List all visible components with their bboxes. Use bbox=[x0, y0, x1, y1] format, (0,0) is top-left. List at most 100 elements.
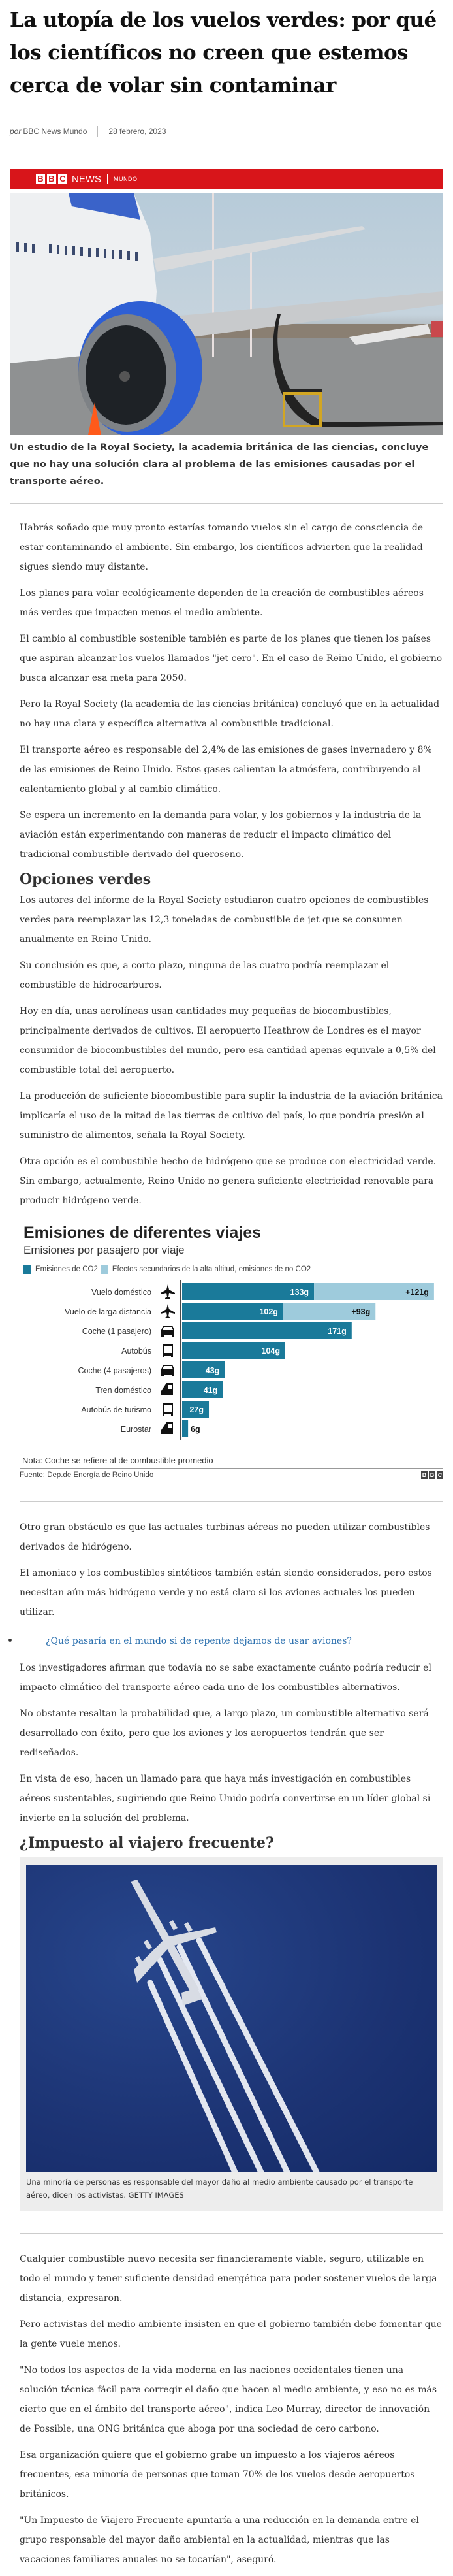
paragraph: Su conclusión es que, a corto plazo, nin… bbox=[20, 960, 390, 990]
bbc-logo-letter: B bbox=[421, 1471, 428, 1479]
chart-note: Nota: Coche se refiere al de combustible… bbox=[22, 1456, 213, 1465]
contrail-figure: Una minoría de personas es responsable d… bbox=[20, 1857, 443, 2211]
paragraph: Hoy en día, unas aerolíneas usan cantida… bbox=[20, 1006, 436, 1075]
data-label: 43g bbox=[206, 1366, 220, 1375]
category-label: Coche (4 pasajeros) bbox=[78, 1366, 151, 1375]
figure-caption: Una minoría de personas es responsable d… bbox=[26, 2177, 413, 2200]
hero-photo-airplane-refuel bbox=[10, 193, 443, 435]
paragraph: Los autores del informe de la Royal Soci… bbox=[20, 895, 429, 945]
section-heading-opciones-verdes: Opciones verdes bbox=[20, 871, 151, 888]
data-label: 27g bbox=[189, 1405, 204, 1414]
data-label: 104g bbox=[262, 1346, 281, 1356]
paragraph: Se espera un incremento en la demanda pa… bbox=[20, 810, 422, 860]
paragraph: "Un Impuesto de Viajero Frecuente apunta… bbox=[20, 2515, 419, 2565]
bus-icon bbox=[163, 1403, 173, 1416]
chart-source: Fuente: Dep.de Energía de Reino Unido bbox=[20, 1471, 154, 1479]
paragraph: Los investigadores afirman que todavía n… bbox=[20, 1663, 431, 1693]
hero-image-block: B B C NEWS MUNDO bbox=[10, 169, 443, 490]
bar-co2 bbox=[182, 1322, 352, 1339]
bbc-news-label: NEWS bbox=[72, 173, 101, 185]
bar-co2 bbox=[182, 1420, 189, 1437]
car-icon bbox=[161, 1326, 174, 1337]
bar-co2 bbox=[182, 1342, 285, 1359]
article-body: Habrás soñado que muy pronto estarías to… bbox=[0, 518, 453, 2569]
data-label: 133g bbox=[290, 1288, 309, 1297]
banner-divider bbox=[107, 174, 108, 184]
paragraph: Habrás soñado que muy pronto estarías to… bbox=[20, 523, 424, 572]
category-label: Autobús de turismo bbox=[81, 1405, 151, 1414]
lead-summary: Un estudio de la Royal Society, la acade… bbox=[10, 442, 429, 487]
data-label: 171g bbox=[328, 1327, 347, 1336]
bbc-logo-letter: B bbox=[36, 174, 45, 184]
paragraph: No obstante resaltan la probabilidad que… bbox=[20, 1708, 429, 1758]
airplane-illustration bbox=[10, 193, 443, 435]
category-label: Autobús bbox=[121, 1346, 151, 1356]
category-label: Vuelo de larga distancia bbox=[65, 1307, 151, 1316]
bar-co2 bbox=[182, 1401, 210, 1418]
chart-plot: Vuelo doméstico 133g +121g Vuelo de larga d… bbox=[65, 1280, 434, 1440]
legend-item-non-co2: Efectos secundarios de la alta altitud, … bbox=[100, 1265, 311, 1274]
bar-co2 bbox=[182, 1283, 315, 1300]
plane-icon bbox=[161, 1304, 175, 1318]
bbc-logo: B B C bbox=[36, 174, 67, 184]
bbc-logo-letter: C bbox=[58, 174, 67, 184]
related-link-item: ¿Qué pasaría en el mundo si de repente d… bbox=[20, 1634, 443, 1646]
bus-icon bbox=[163, 1344, 173, 1357]
legend-swatch-non-co2 bbox=[100, 1265, 108, 1274]
chart-subtitle: Emisiones por pasajero por viaje bbox=[23, 1244, 185, 1256]
article-header: La utopía de los vuelos verdes: por qué … bbox=[0, 4, 453, 504]
data-label: 41g bbox=[204, 1386, 218, 1395]
bbc-logo-letter: C bbox=[437, 1471, 443, 1479]
bbc-logo-letter: B bbox=[429, 1471, 435, 1479]
category-label: Coche (1 pasajero) bbox=[82, 1327, 151, 1336]
paragraph: Los planes para volar ecológicamente dep… bbox=[20, 588, 424, 618]
related-article-link[interactable]: ¿Qué pasaría en el mundo si de repente d… bbox=[46, 1636, 352, 1646]
paragraph: El cambio al combustible sostenible tamb… bbox=[20, 634, 443, 683]
paragraph: La producción de suficiente biocombustib… bbox=[20, 1091, 443, 1141]
paragraph: En vista de eso, hacen un llamado para q… bbox=[20, 1774, 431, 1823]
publish-date: 28 febrero, 2023 bbox=[108, 127, 166, 136]
paragraph: Pero activistas del medio ambiente insis… bbox=[20, 2319, 442, 2349]
legend-label-non-co2: Efectos secundarios de la alta altitud, … bbox=[112, 1265, 311, 1273]
chart-legend: Emisiones de CO2 Efectos secundarios de … bbox=[23, 1265, 443, 1274]
category-label: Tren doméstico bbox=[95, 1386, 151, 1395]
bbc-logo-letter: B bbox=[47, 174, 56, 184]
contrail-photo bbox=[26, 1865, 437, 2172]
legend-swatch-co2 bbox=[23, 1265, 31, 1274]
article-title: La utopía de los vuelos verdes: por qué … bbox=[10, 8, 437, 97]
bar-non-co2 bbox=[314, 1283, 434, 1300]
section-heading-impuesto: ¿Impuesto al viajero frecuente? bbox=[20, 1834, 274, 1851]
bar-co2 bbox=[182, 1361, 225, 1378]
section-divider bbox=[20, 1501, 443, 1502]
bar-co2 bbox=[182, 1381, 223, 1398]
car-icon bbox=[161, 1365, 174, 1376]
byline: por BBC News Mundo 28 febrero, 2023 bbox=[10, 126, 443, 137]
bbc-news-mundo-banner: B B C NEWS MUNDO bbox=[10, 169, 443, 189]
lead-divider bbox=[10, 503, 443, 504]
byline-separator bbox=[97, 126, 99, 137]
paragraph: Pero la Royal Society (la academia de la… bbox=[20, 699, 440, 729]
data-label: +93g bbox=[351, 1307, 370, 1316]
category-label: Eurostar bbox=[121, 1425, 151, 1434]
train-icon bbox=[161, 1422, 173, 1434]
related-links: ¿Qué pasaría en el mundo si de repente d… bbox=[20, 1634, 443, 1646]
chart-bbc-logo: B B C bbox=[421, 1471, 443, 1479]
paragraph: "No todos los aspectos de la vida modern… bbox=[20, 2365, 437, 2434]
bbc-mundo-label: MUNDO bbox=[114, 176, 138, 182]
paragraph: Esa organización quiere que el gobierno … bbox=[20, 2450, 415, 2500]
paragraph: Otra opción es el combustible hecho de h… bbox=[20, 1156, 437, 1206]
paragraph: El transporte aéreo es responsable del 2… bbox=[20, 745, 432, 794]
airplane-contrails-illustration bbox=[131, 1880, 320, 2172]
chart-source-row: Fuente: Dep.de Energía de Reino Unido B … bbox=[20, 1468, 443, 1479]
bar-non-co2 bbox=[283, 1303, 376, 1320]
emissions-chart: Emisiones de diferentes viajes Emisiones… bbox=[20, 1224, 443, 1479]
author-link[interactable]: BBC News Mundo bbox=[23, 127, 87, 136]
paragraph: Cualquier combustible nuevo necesita ser… bbox=[20, 2254, 437, 2304]
paragraph: Otro gran obstáculo es que las actuales … bbox=[20, 1522, 430, 1552]
bar-co2 bbox=[182, 1303, 283, 1320]
legend-item-co2: Emisiones de CO2 bbox=[23, 1265, 98, 1274]
category-label: Vuelo doméstico bbox=[91, 1288, 151, 1297]
plane-icon bbox=[161, 1284, 175, 1299]
legend-label-co2: Emisiones de CO2 bbox=[35, 1265, 98, 1273]
data-label: 6g bbox=[191, 1425, 200, 1434]
